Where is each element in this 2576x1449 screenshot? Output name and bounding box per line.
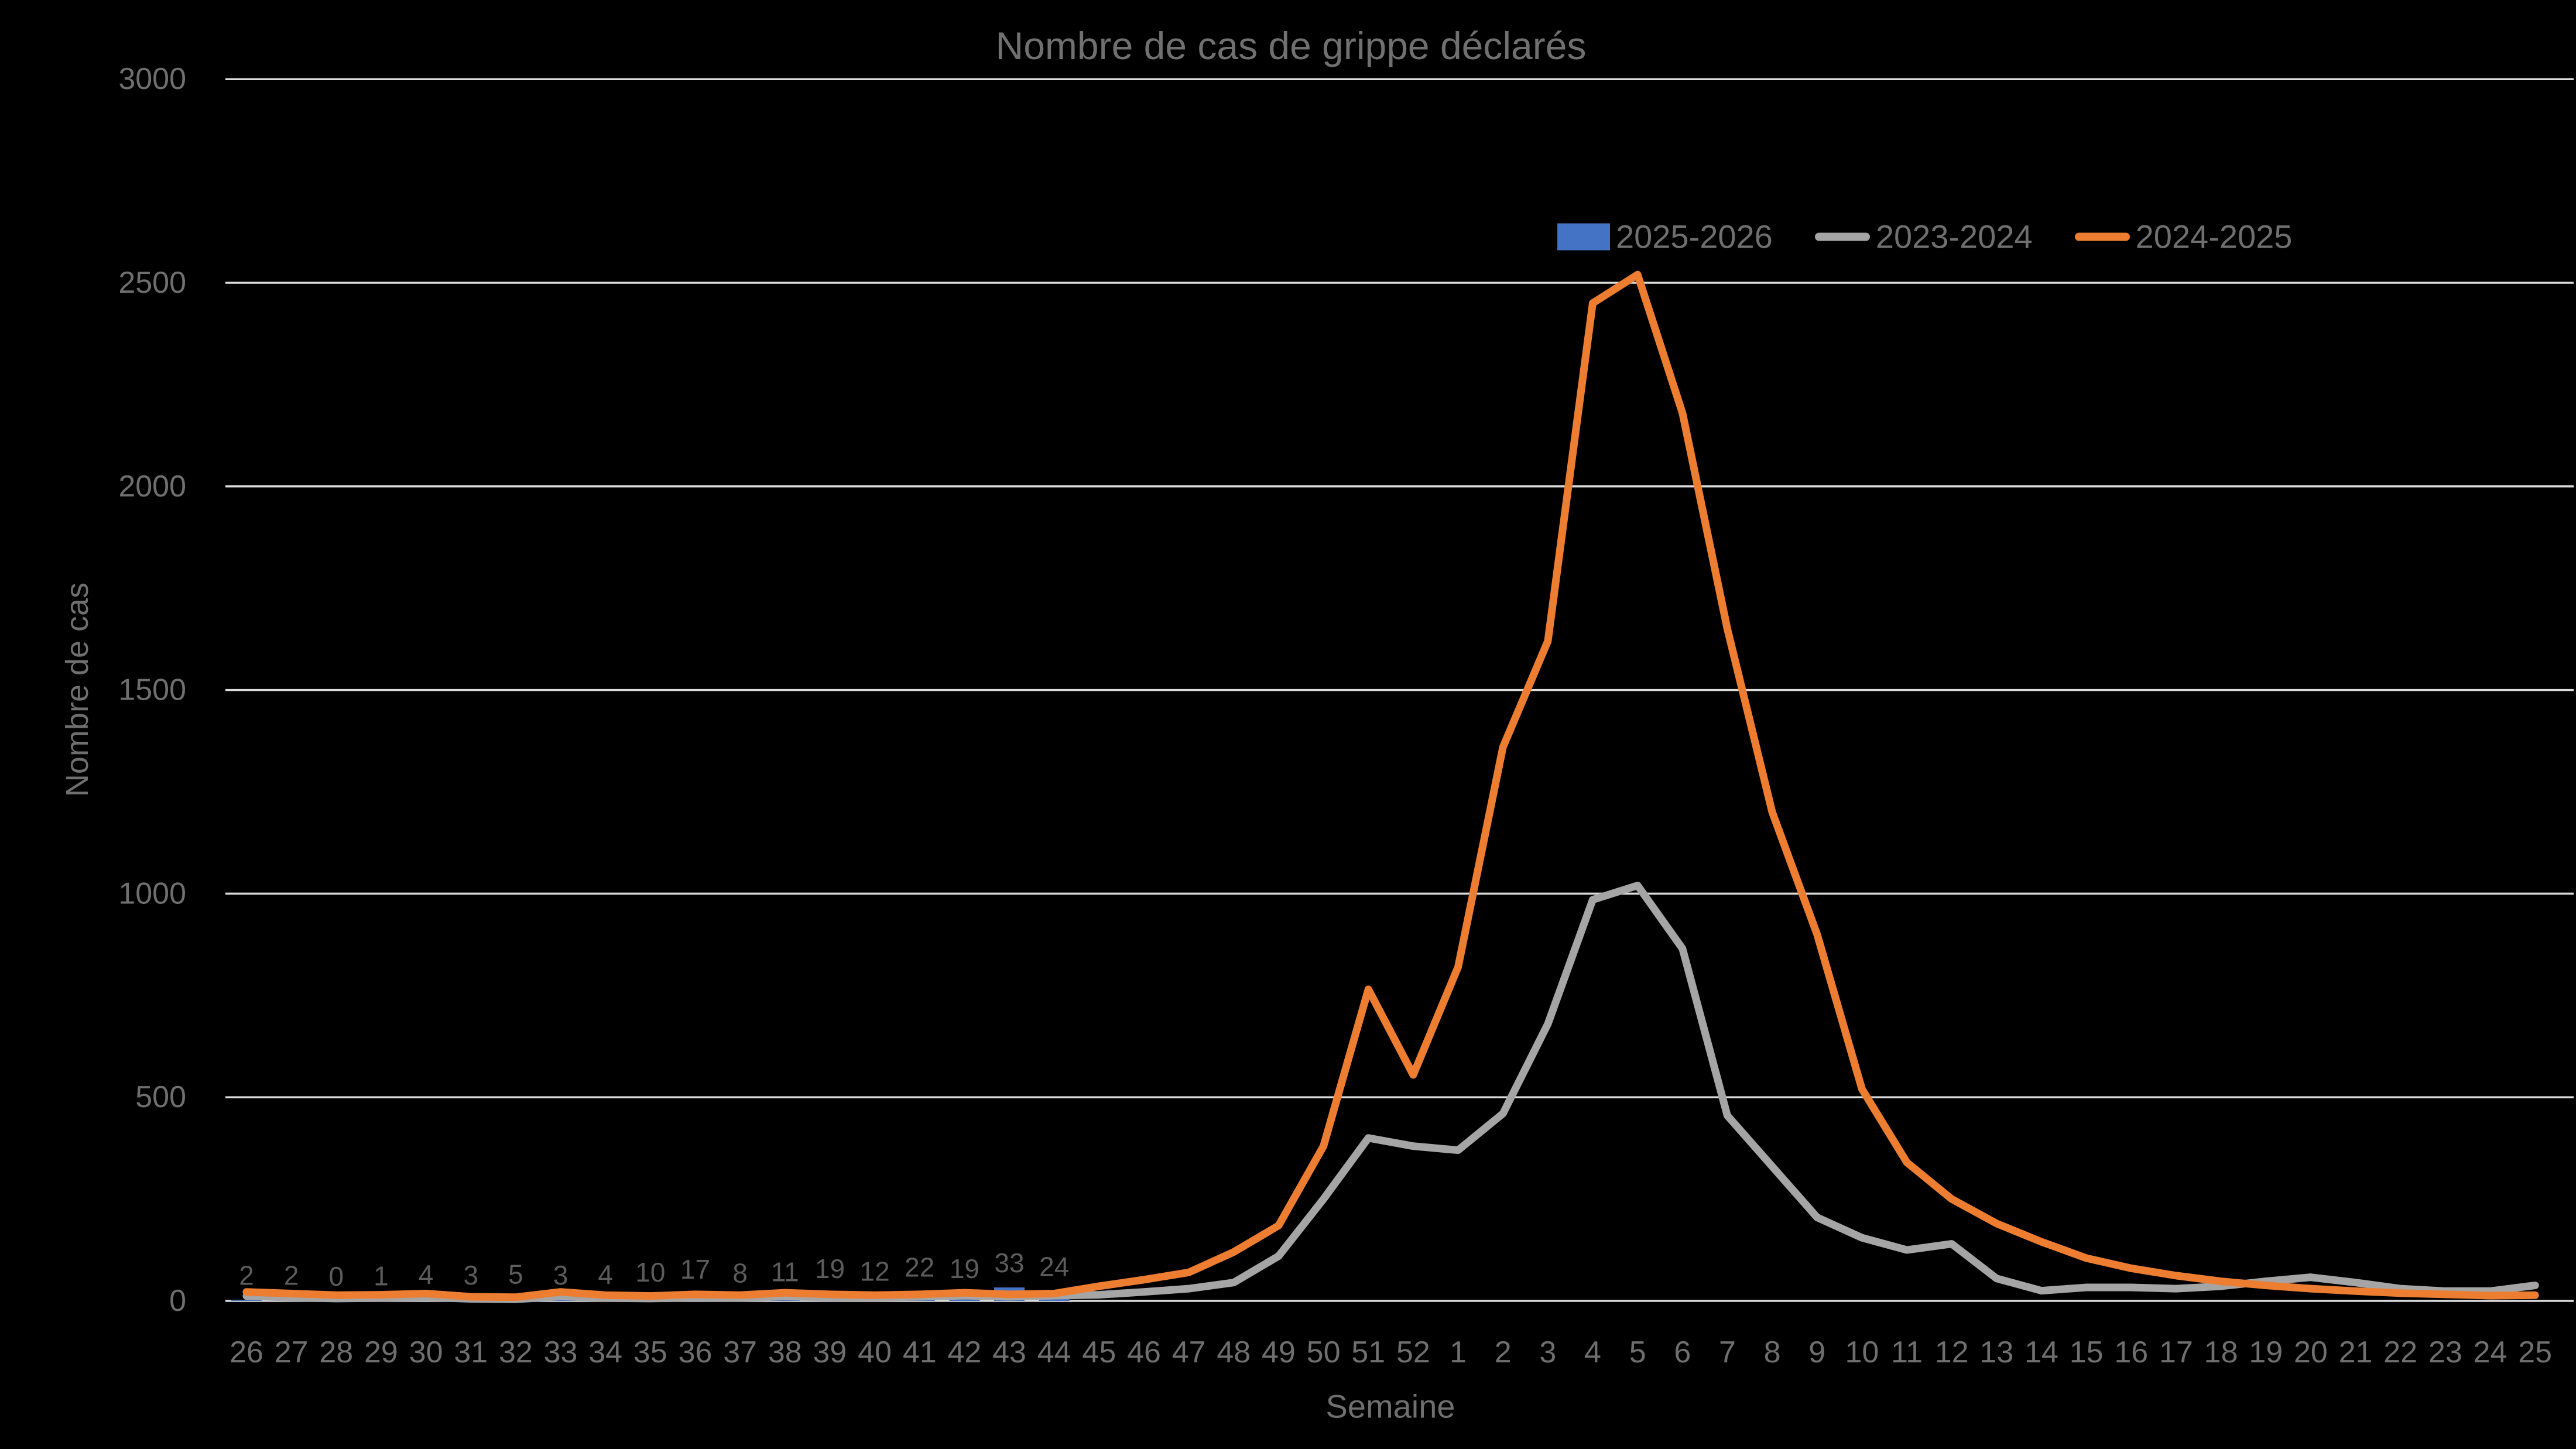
x-tick-label: 15 xyxy=(2070,1335,2104,1369)
x-tick-label: 26 xyxy=(229,1335,263,1369)
legend-label: 2023-2024 xyxy=(1875,218,2033,255)
x-tick-label: 50 xyxy=(1307,1335,1341,1369)
bar-value-label: 19 xyxy=(815,1253,845,1284)
x-tick-label: 5 xyxy=(1629,1335,1646,1369)
x-tick-label: 11 xyxy=(1891,1335,1923,1369)
chart-title: Nombre de cas de grippe déclarés xyxy=(995,24,1587,67)
legend-label: 2024-2025 xyxy=(2135,218,2293,255)
x-tick-label: 20 xyxy=(2294,1335,2328,1369)
x-tick-label: 29 xyxy=(364,1335,398,1369)
x-tick-label: 10 xyxy=(1845,1335,1879,1369)
x-tick-label: 27 xyxy=(275,1335,309,1369)
x-tick-label: 14 xyxy=(2025,1335,2058,1369)
x-tick-label: 42 xyxy=(947,1335,981,1369)
bar-value-label: 33 xyxy=(994,1248,1024,1278)
bar-value-label: 19 xyxy=(950,1253,979,1284)
bar-value-label: 4 xyxy=(598,1259,613,1290)
bar-value-label: 22 xyxy=(905,1252,934,1283)
x-tick-label: 7 xyxy=(1719,1335,1736,1369)
bar-value-label: 0 xyxy=(329,1261,344,1292)
bar-value-label: 11 xyxy=(771,1256,799,1287)
x-tick-label: 39 xyxy=(813,1335,847,1369)
legend-line-swatch-icon xyxy=(2074,232,2130,241)
y-tick-label: 2500 xyxy=(118,266,186,300)
bar-value-label: 3 xyxy=(553,1260,568,1290)
x-tick-label: 37 xyxy=(723,1335,757,1369)
y-tick-label: 0 xyxy=(169,1284,186,1318)
x-tick-label: 16 xyxy=(2114,1335,2148,1369)
y-tick-label: 3000 xyxy=(118,62,186,96)
y-tick-label: 500 xyxy=(135,1080,186,1114)
bar-value-label: 8 xyxy=(732,1258,748,1288)
bar-value-label: 4 xyxy=(419,1259,434,1290)
x-tick-label: 18 xyxy=(2204,1335,2238,1369)
x-axis-title: Semaine xyxy=(1325,1388,1455,1425)
chart-legend: 2025-2026 2023-2024 2024-2025 xyxy=(1557,218,2292,256)
y-axis-title: Nombre de cas xyxy=(60,582,95,797)
x-tick-label: 51 xyxy=(1351,1335,1385,1369)
x-tick-label: 24 xyxy=(2474,1335,2508,1369)
x-tick-label: 48 xyxy=(1217,1335,1251,1369)
x-tick-label: 12 xyxy=(1935,1335,1969,1369)
bar-value-label: 3 xyxy=(463,1260,478,1290)
y-tick-label: 1000 xyxy=(118,876,186,910)
x-tick-label: 23 xyxy=(2428,1335,2462,1369)
x-tick-label: 4 xyxy=(1584,1335,1601,1369)
x-tick-label: 47 xyxy=(1172,1335,1206,1369)
x-tick-label: 33 xyxy=(544,1335,578,1369)
x-tick-label: 41 xyxy=(903,1335,937,1369)
line-2023-2024 xyxy=(242,881,2539,1303)
x-tick-label: 3 xyxy=(1539,1335,1556,1369)
legend-item-2023-2024: 2023-2024 xyxy=(1814,218,2033,256)
x-tick-label: 45 xyxy=(1082,1335,1116,1369)
bar-2025-2026 xyxy=(545,1299,576,1301)
x-tick-label: 9 xyxy=(1808,1335,1825,1369)
x-tick-label: 35 xyxy=(633,1335,667,1369)
x-tick-label: 22 xyxy=(2383,1335,2417,1369)
y-tick-label: 1500 xyxy=(118,673,186,707)
x-tick-label: 30 xyxy=(409,1335,443,1369)
bar-value-label: 24 xyxy=(1039,1251,1069,1282)
x-tick-label: 49 xyxy=(1262,1335,1296,1369)
bar-value-label: 5 xyxy=(508,1259,523,1290)
x-tick-label: 38 xyxy=(768,1335,802,1369)
legend-item-2025-2026: 2025-2026 xyxy=(1557,218,1773,256)
legend-line-swatch-icon xyxy=(1814,232,1870,241)
x-tick-label: 21 xyxy=(2339,1335,2373,1369)
x-tick-label: 19 xyxy=(2249,1335,2283,1369)
bar-value-label: 2 xyxy=(284,1260,299,1291)
legend-item-2024-2025: 2024-2025 xyxy=(2074,218,2293,256)
x-tick-label: 1 xyxy=(1450,1335,1467,1369)
bar-value-label: 12 xyxy=(860,1256,890,1287)
x-tick-label: 46 xyxy=(1127,1335,1161,1369)
x-tick-label: 2 xyxy=(1495,1335,1512,1369)
x-tick-label: 8 xyxy=(1764,1335,1781,1369)
x-tick-label: 36 xyxy=(679,1335,712,1369)
legend-label: 2025-2026 xyxy=(1616,218,1773,255)
x-tick-label: 44 xyxy=(1037,1335,1071,1369)
x-tick-label: 31 xyxy=(454,1335,488,1369)
x-tick-label: 40 xyxy=(858,1335,892,1369)
line-2024-2025 xyxy=(242,270,2539,1301)
bar-value-label: 2 xyxy=(239,1260,254,1291)
x-tick-label: 32 xyxy=(499,1335,533,1369)
x-tick-label: 25 xyxy=(2518,1335,2552,1369)
y-tick-label: 2000 xyxy=(118,470,186,503)
x-tick-label: 28 xyxy=(319,1335,353,1369)
bar-value-label: 1 xyxy=(374,1260,389,1291)
bar-value-label: 10 xyxy=(635,1257,665,1287)
x-tick-label: 52 xyxy=(1396,1335,1430,1369)
x-tick-label: 6 xyxy=(1674,1335,1691,1369)
x-tick-label: 13 xyxy=(1979,1335,2013,1369)
bar-2025-2026 xyxy=(231,1300,262,1301)
x-tick-label: 34 xyxy=(588,1335,622,1369)
legend-bar-swatch-icon xyxy=(1557,223,1610,250)
x-tick-label: 43 xyxy=(992,1335,1026,1369)
x-tick-label: 17 xyxy=(2159,1335,2193,1369)
bar-value-label: 17 xyxy=(680,1254,710,1284)
